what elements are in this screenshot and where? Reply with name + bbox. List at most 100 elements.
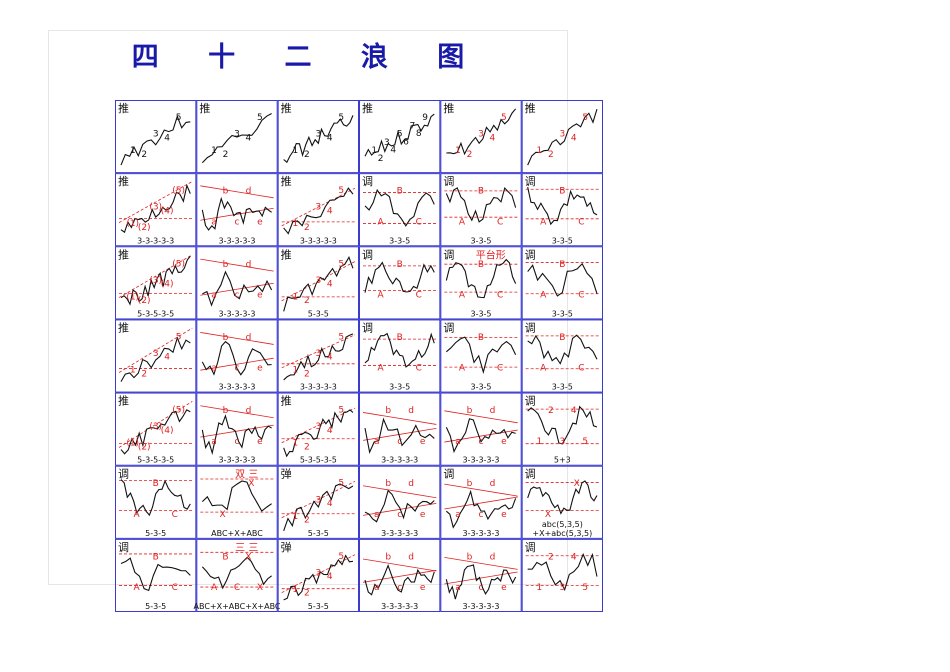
wave-count-label: b xyxy=(223,333,229,343)
wave-count-label: B xyxy=(478,187,484,197)
wave-cell: 调 A B C 5-3-5 xyxy=(115,465,197,539)
wave-count-label: 4 xyxy=(327,426,333,436)
wave-line xyxy=(445,258,517,299)
structure-code: 3-3-5 xyxy=(389,236,410,245)
wave-cell: 弹 1 2 3 45 5-3-5 xyxy=(277,538,360,612)
wave-count-label: X xyxy=(574,479,580,489)
wave-type-label: 调 xyxy=(525,248,536,261)
wave-count-label: 2 xyxy=(304,516,310,526)
wave-cell: 推 1 23 45 5-3-5-3-5 xyxy=(277,392,360,466)
cell-border xyxy=(521,319,603,393)
cell-border xyxy=(277,173,360,247)
wave-count-label: 2 xyxy=(304,369,310,379)
wave-cell: A B C X X ABC+X+ABC+X+ABC xyxy=(194,538,281,612)
wave-count-label: e xyxy=(420,510,426,520)
structure-code: 3-3-5 xyxy=(389,383,410,392)
channel-line xyxy=(362,558,437,572)
wave-line xyxy=(445,418,516,454)
wave-cell: 调 1 2 3 4 5 5+3 xyxy=(521,392,603,466)
wave-cell: a b c d e3-3-3-3-3 xyxy=(196,246,278,320)
wave-count-label: 1 xyxy=(536,437,542,447)
cell-border xyxy=(521,465,603,539)
wave-type-label: 调 xyxy=(362,248,373,261)
wave-type-label: 推 xyxy=(118,174,129,188)
wave-cell: a b c d e3-3-3-3-3 xyxy=(359,465,441,539)
wave-count-label: 5 xyxy=(338,113,344,123)
wave-count-label: a xyxy=(374,510,380,520)
channel-line xyxy=(200,207,274,221)
wave-count-label: (3) xyxy=(149,203,162,213)
wave-cell: 调 A B C 5-3-5 xyxy=(115,538,197,612)
wave-count-label: A xyxy=(540,217,547,227)
cell-border xyxy=(196,538,278,612)
wave-count-label: d xyxy=(408,406,414,416)
structure-code: 5-3-5-3-5 xyxy=(137,456,174,465)
structure-code: 3-3-5 xyxy=(470,236,491,245)
wave-count-label: 7 xyxy=(410,121,416,131)
channel-line xyxy=(444,483,518,497)
wave-type-label: 调 xyxy=(118,541,129,554)
channel-line xyxy=(281,187,356,227)
channel-line xyxy=(118,327,193,373)
cell-border xyxy=(359,173,441,247)
wave-type-label: 调 xyxy=(525,321,536,334)
wave-count-label: b xyxy=(385,406,391,416)
wave-count-label: (1) xyxy=(126,439,139,449)
wave-cell: 推 (1)(2) (3)(4) (5) 3-3-3-3-3 xyxy=(115,173,197,247)
wave-count-label: 1 xyxy=(292,439,298,449)
wave-line xyxy=(364,489,435,523)
wave-count-label: A xyxy=(378,290,385,300)
wave-count-label: A xyxy=(378,364,385,374)
wave-line xyxy=(446,108,517,156)
wave-count-label: 3 xyxy=(559,130,565,140)
wave-count-label: 3 xyxy=(559,437,565,447)
wave-count-label: 3 xyxy=(234,130,240,140)
wave-count-label: c xyxy=(235,290,240,300)
wave-type-label: 推 xyxy=(118,101,129,115)
wave-count-label: 1 xyxy=(130,366,136,376)
wave-count-label: 1 xyxy=(292,366,298,376)
wave-line xyxy=(527,334,598,365)
cell-border xyxy=(521,173,603,247)
wave-cell: a b c d e3-3-3-3-3 xyxy=(196,173,278,247)
pattern-name-label: 平台形 xyxy=(476,248,506,261)
wave-cell: 推 1 23 45 xyxy=(440,100,522,174)
structure-code: 3-3-3-3-3 xyxy=(300,383,337,392)
channel-line xyxy=(118,254,193,298)
structure-code: abc(5,3,5) xyxy=(542,520,583,529)
wave-type-label: 调 xyxy=(525,541,536,554)
wave-type-label: 调 xyxy=(443,468,454,481)
wave-cell: 弹 1 2 3 45 5-3-5 xyxy=(277,465,360,539)
wave-line xyxy=(364,188,435,227)
structure-code: 3-3-3-3-3 xyxy=(381,456,418,465)
wave-count-label: 1 xyxy=(292,292,298,302)
wave-line xyxy=(120,409,191,455)
cell-border xyxy=(115,100,197,174)
wave-type-label: 调 xyxy=(443,175,454,188)
page-title: 四 十 二 浪 图 xyxy=(131,42,485,73)
wave-count-label: c xyxy=(479,437,484,447)
wave-cell: 推 1 23 45 3-3-3-3-3 xyxy=(277,173,360,247)
wave-count-label: B xyxy=(478,260,484,270)
wave-cell: a b c d e3-3-3-3-3 xyxy=(359,392,441,466)
structure-code: 3-3-3-3-3 xyxy=(381,529,418,538)
structure-code: 3-3-3-3-3 xyxy=(463,602,500,611)
cell-border xyxy=(277,246,360,320)
wave-count-label: 2 xyxy=(304,150,310,160)
wave-count-label: 2 xyxy=(304,296,310,306)
wave-count-label: d xyxy=(490,552,496,562)
cell-border xyxy=(277,392,360,466)
wave-cell: a b c d e3-3-3-3-3 xyxy=(196,392,278,466)
wave-count-label: d xyxy=(490,406,496,416)
wave-line xyxy=(283,187,354,235)
wave-count-label: A xyxy=(540,290,547,300)
wave-type-label: 调 xyxy=(525,468,536,481)
structure-code: 3-3-5 xyxy=(552,236,573,245)
pattern-name-label: 三 三 xyxy=(235,543,258,554)
wave-type-label: 弹 xyxy=(281,467,292,481)
wave-cell: 调 A B C 3-3-5 xyxy=(440,173,522,247)
cell-border xyxy=(440,100,522,174)
wave-line xyxy=(283,554,354,601)
structure-code: ABC+X+ABC+X+ABC xyxy=(194,602,281,611)
